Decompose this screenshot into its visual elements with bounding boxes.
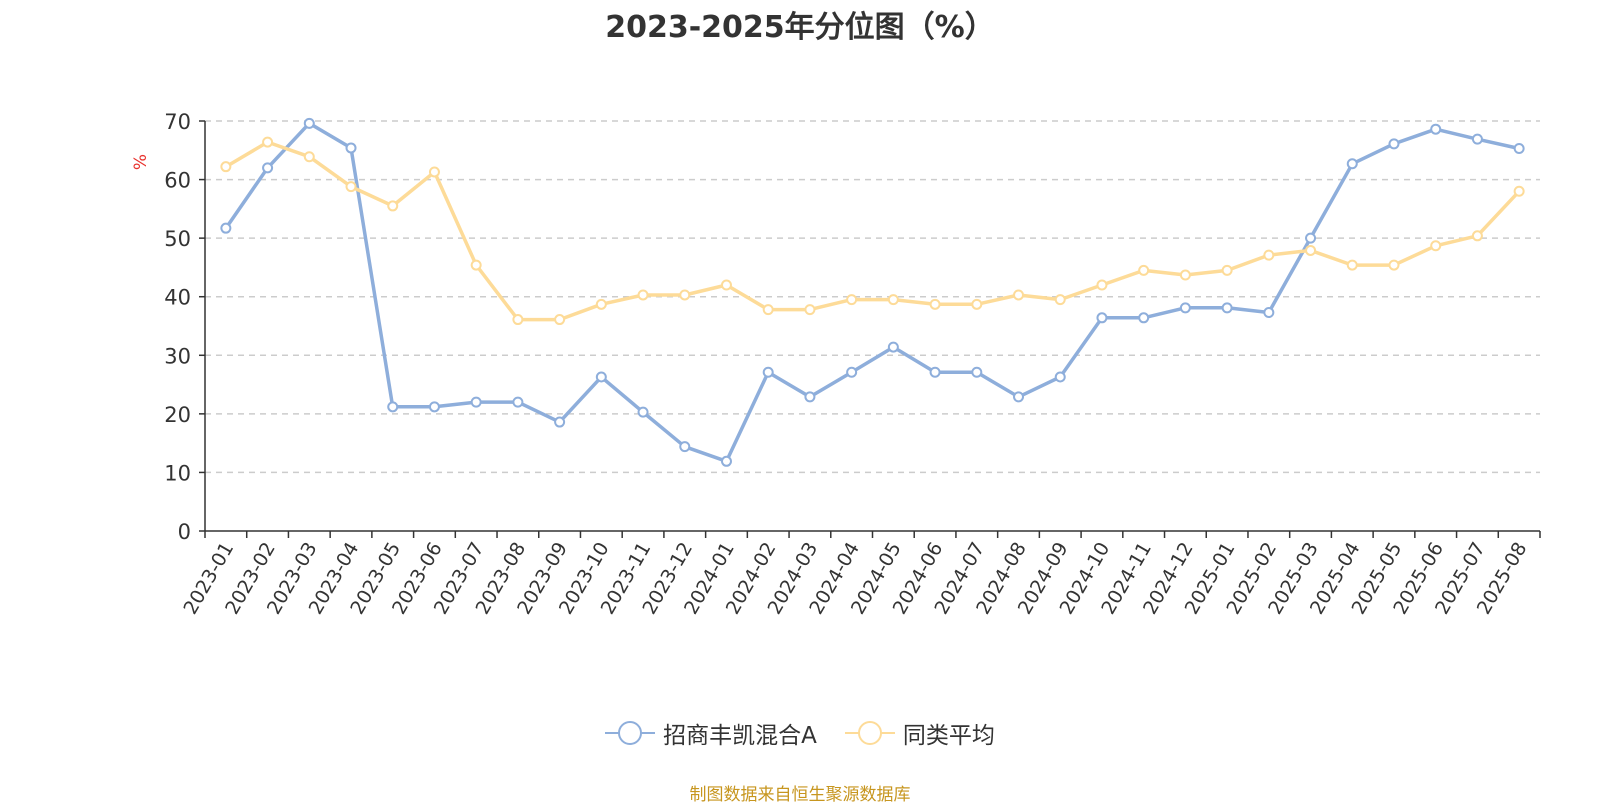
series-1-point (554, 314, 566, 326)
series-1-point (929, 298, 941, 310)
series-1-point (887, 294, 899, 306)
series-0-point (345, 142, 357, 154)
series-1-point (1179, 269, 1191, 281)
y-tick-label: 0 (178, 520, 191, 544)
series-0-point (1388, 138, 1400, 150)
series-0-point (1054, 371, 1066, 383)
series-1-point (595, 298, 607, 310)
series-1-point (804, 304, 816, 316)
series-0-point (303, 117, 315, 129)
axes: 0102030405060702023-012023-022023-032023… (164, 110, 1541, 618)
series-1-point (846, 294, 858, 306)
legend-item-0[interactable]: 招商丰凯混合A (605, 716, 817, 750)
y-tick-label: 50 (164, 227, 191, 251)
legend-swatch-icon (844, 721, 895, 745)
series-1-point (1096, 279, 1108, 291)
series-0-point (1138, 312, 1150, 324)
y-tick-label: 20 (164, 403, 191, 427)
series-1-point (387, 200, 399, 212)
series-1-point (1346, 259, 1358, 271)
series-1-point (303, 151, 315, 163)
legend-label: 招商丰凯混合A (663, 723, 817, 749)
series-1-point (1388, 259, 1400, 271)
series-1-point (470, 259, 482, 271)
series-0-point (595, 371, 607, 383)
series (220, 117, 1525, 467)
series-0-point (762, 366, 774, 378)
y-tick-label: 40 (164, 286, 191, 310)
y-axis-label: % (131, 154, 151, 170)
series-0-point (804, 391, 816, 403)
series-0-point (1430, 123, 1442, 135)
series-0-point (554, 416, 566, 428)
series-0-point (1305, 232, 1317, 244)
series-1-point (1471, 230, 1483, 242)
y-tick-label: 30 (164, 344, 191, 368)
series-0-point (1221, 302, 1233, 314)
source-note: 制图数据来自恒生聚源数据库 (689, 785, 911, 805)
series-1-point (1013, 289, 1025, 301)
y-tick-label: 10 (164, 461, 191, 485)
series-1-point (1138, 264, 1150, 276)
series-0-point (1471, 133, 1483, 145)
y-tick-label: 60 (164, 169, 191, 193)
series-0-point (887, 341, 899, 353)
chart-title: 2023-2025年分位图（%） (605, 10, 995, 45)
series-line-0 (224, 121, 1520, 464)
series-1-point (971, 298, 983, 310)
series-0-point (428, 401, 440, 413)
series-0-point (720, 455, 732, 467)
series-0-point (971, 366, 983, 378)
series-1-point (679, 289, 691, 301)
series-1-point (345, 181, 357, 193)
series-1-point (220, 161, 232, 173)
series-line-1 (225, 140, 1521, 322)
series-0-point (1013, 391, 1025, 403)
series-1-point (512, 314, 524, 326)
series-0-point (387, 401, 399, 413)
legend-label: 同类平均 (902, 723, 995, 749)
series-0-point (512, 396, 524, 408)
series-0-point (1346, 158, 1358, 170)
series-0-point (929, 366, 941, 378)
series-1-point (1513, 185, 1525, 197)
series-0-point (220, 222, 232, 234)
series-0-point (1263, 307, 1275, 319)
series-1-point (1054, 294, 1066, 306)
series-0-point (846, 366, 858, 378)
series-1-point (1263, 249, 1275, 261)
series-0-point (1096, 312, 1108, 324)
series-0-point (1179, 302, 1191, 314)
series-1-point (1430, 240, 1442, 252)
series-1-point (1221, 264, 1233, 276)
series-1-point (637, 289, 649, 301)
y-tick-label: 70 (164, 110, 191, 134)
legend: 招商丰凯混合A 同类平均 (0, 716, 1600, 750)
legend-item-1[interactable]: 同类平均 (844, 716, 995, 750)
series-0-point (1513, 143, 1525, 155)
grid-lines (205, 120, 1540, 474)
series-1-point (762, 304, 774, 316)
series-0-point (679, 441, 691, 453)
line-chart: 0102030405060702023-012023-022023-032023… (131, 110, 1541, 618)
series-1-point (1305, 244, 1317, 256)
series-1-point (428, 166, 440, 178)
series-1-point (720, 279, 732, 291)
series-1-point (262, 136, 274, 148)
legend-swatch-icon (605, 721, 656, 745)
series-0-point (262, 162, 274, 174)
series-0-point (470, 396, 482, 408)
series-0-point (637, 406, 649, 418)
